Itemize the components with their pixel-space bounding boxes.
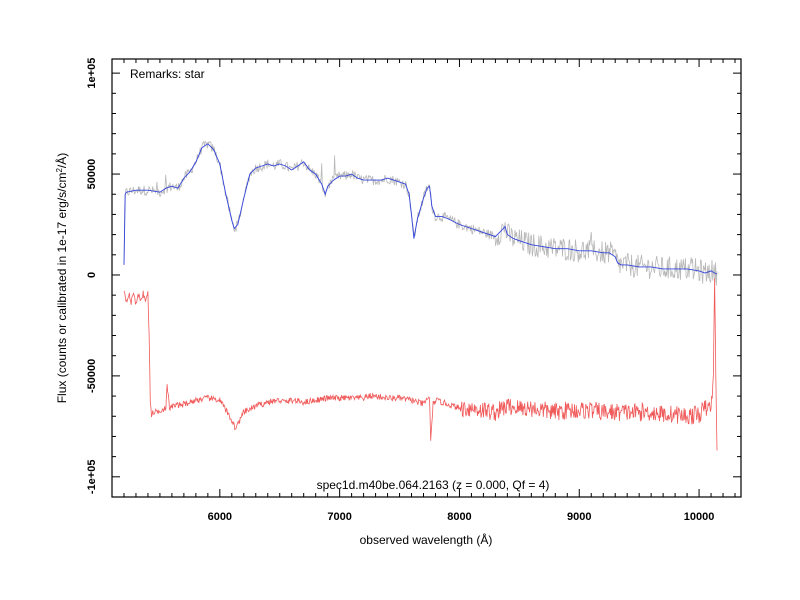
x-tick-label: 9000 [567,511,591,523]
error-line [123,278,718,451]
y-tick-label: 50000 [86,159,98,190]
raw-flux-line [123,140,718,286]
y-tick-label: -50000 [86,359,98,393]
y-tick-label: -1e+05 [86,460,98,495]
series-layer [123,143,718,451]
x-axis-title: observed wavelength (Å) [360,532,493,547]
plot-area [111,58,742,498]
x-tick-label: 6000 [208,511,232,523]
y-tick-label: 1e+05 [86,58,98,89]
x-tick-label: 8000 [447,511,471,523]
smoothed-flux-line [123,143,718,275]
remarks-annotation: Remarks: star [130,67,205,81]
plot-frame [111,58,742,498]
raw-flux-layer [123,140,718,286]
y-tick-label: 0 [86,272,98,278]
y-axis-title-main: Flux (counts or calibrated in 1e-17 erg/… [55,173,69,404]
y-axis-title-end: /Å) [54,153,69,168]
y-axis-title: Flux (counts or calibrated in 1e-17 erg/… [54,153,69,404]
spectrum-id-annotation: spec1d.m40be.064.2163 (z = 0.000, Qf = 4… [317,478,550,492]
x-tick-label: 7000 [327,511,351,523]
y-axis-title-sup: 2 [55,168,64,173]
x-tick-label: 10000 [684,511,715,523]
ticks-layer: 6000 7000 8000 9000 10000 -1e+05 -50000 0 50000 1… [86,58,741,523]
